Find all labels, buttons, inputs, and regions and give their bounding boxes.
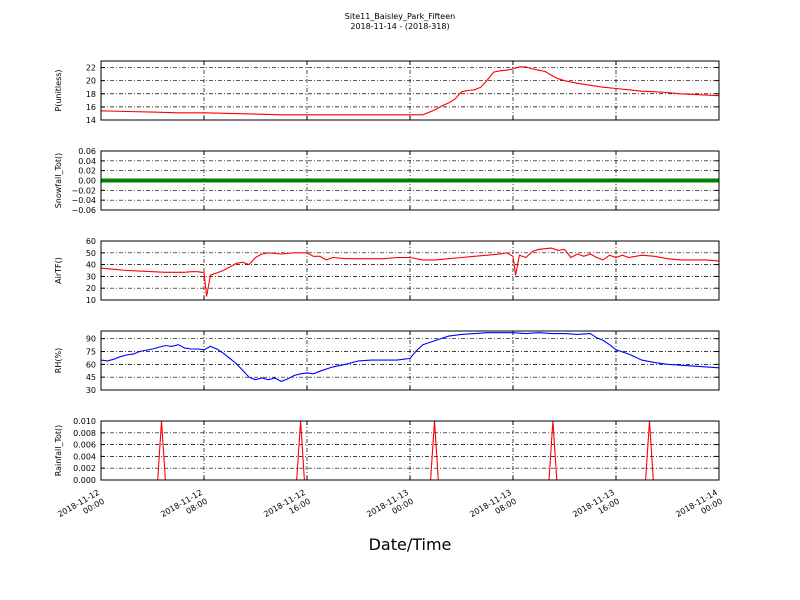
y-tick-label: 75 — [86, 348, 96, 357]
y-tick-label: 50 — [86, 249, 96, 258]
y-tick-label: 0.004 — [73, 452, 96, 461]
y-tick-label: 30 — [86, 386, 96, 395]
x-axis-ticks: 2018-11-1200:00 2018-11-1208:00 2018-11-12… — [56, 488, 724, 528]
panel-frame — [100, 240, 720, 301]
panel-frame — [100, 420, 720, 481]
y-tick-label: 90 — [86, 335, 96, 344]
y-tick-label: 10 — [86, 296, 96, 305]
panel-4: 30 45 60 75 90 RH(%) — [54, 330, 720, 395]
y-tick-label: 0.02 — [78, 167, 96, 176]
y-tick-label: 22 — [86, 64, 96, 73]
panel-2: −0.06−0.04−0.020.000.020.040.06 Snowfall_… — [54, 147, 720, 215]
y-tick-label: 20 — [86, 77, 96, 86]
y-tick-label: 0.002 — [73, 464, 96, 473]
y-axis-label: AirTF() — [54, 257, 63, 284]
y-tick-label: −0.04 — [71, 196, 96, 205]
x-tick-label: 2018-11-1316:00 — [571, 488, 621, 528]
series-line — [100, 332, 720, 383]
x-axis-label: Date/Time — [369, 535, 452, 554]
y-tick-label: 16 — [86, 103, 96, 112]
panel-frame — [100, 330, 720, 391]
series-line — [100, 66, 720, 116]
panel-1: 14 16 18 20 22 P(unitless) — [54, 60, 720, 125]
panel-frame — [100, 150, 720, 211]
panel-5: 0.000 0.002 0.004 0.006 0.008 0.010 Rainfall_T… — [54, 417, 720, 485]
y-tick-label: 18 — [86, 90, 96, 99]
y-tick-label: 0.010 — [73, 417, 96, 426]
y-tick-label: 0.006 — [73, 441, 96, 450]
y-tick-label: 0.008 — [73, 429, 96, 438]
y-tick-label: 40 — [86, 261, 96, 270]
y-tick-label: 45 — [86, 373, 96, 382]
series-line — [100, 247, 720, 297]
x-tick-label: 2018-11-1400:00 — [674, 488, 724, 528]
y-axis-label: RH(%) — [54, 348, 63, 373]
x-tick-label: 2018-11-1216:00 — [262, 488, 312, 528]
chart-title: Site11_Baisley_Park_Fifteen — [345, 12, 455, 21]
y-tick-label: −0.06 — [71, 206, 96, 215]
y-tick-label: 60 — [86, 237, 96, 246]
x-tick-label: 2018-11-1208:00 — [159, 488, 209, 528]
x-tick-label: 2018-11-1200:00 — [56, 488, 106, 528]
y-tick-label: 0.06 — [78, 147, 96, 156]
y-axis-label: Rainfall_Tot() — [54, 425, 63, 477]
y-axis-label: P(unitless) — [54, 69, 63, 111]
x-tick-label: 2018-11-1300:00 — [365, 488, 415, 528]
panel-3: 10 20 30 40 50 60 AirTF() — [54, 237, 720, 305]
y-tick-label: 20 — [86, 284, 96, 293]
y-tick-label: −0.02 — [71, 186, 96, 195]
y-tick-label: 0.04 — [78, 157, 96, 166]
y-tick-label: 60 — [86, 360, 96, 369]
chart-subtitle: 2018-11-14 - (2018-318) — [350, 22, 449, 31]
panel-frame — [100, 60, 720, 121]
chart-panels: 1416182022P(unitless)−0.06−0.04−0.020.00… — [54, 60, 720, 485]
y-tick-label: 30 — [86, 272, 96, 281]
y-tick-label: 14 — [86, 116, 96, 125]
y-tick-label: 0.000 — [73, 476, 96, 485]
y-tick-label: 0.00 — [78, 177, 96, 186]
y-axis-label: Snowfall_Tot() — [54, 153, 63, 209]
x-tick-label: 2018-11-1308:00 — [468, 488, 518, 528]
